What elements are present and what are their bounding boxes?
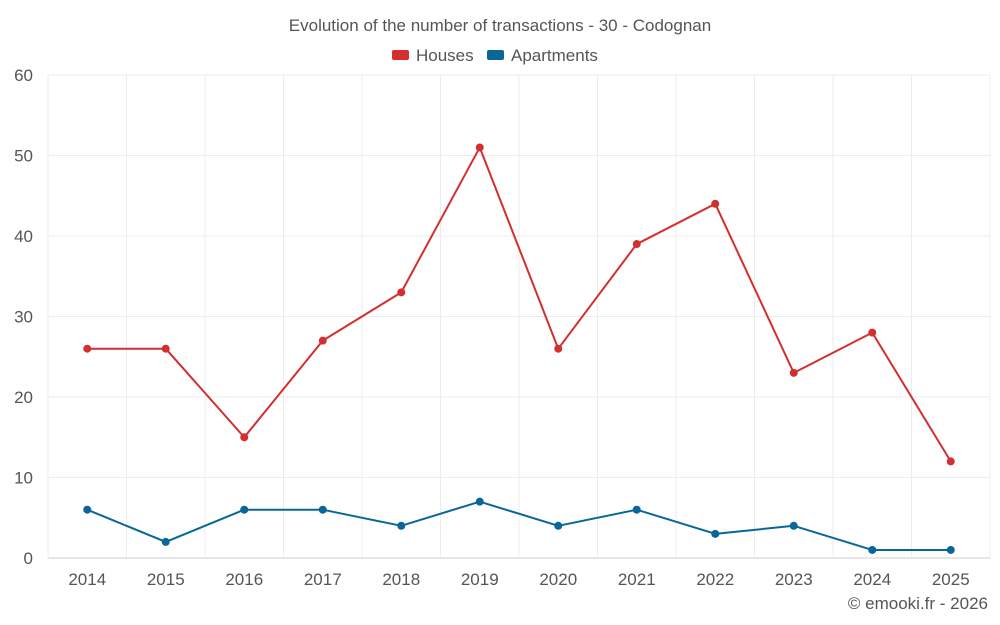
x-tick-label: 2024 bbox=[853, 570, 891, 589]
data-point-apartments[interactable] bbox=[318, 505, 327, 514]
data-point-houses[interactable] bbox=[475, 143, 484, 152]
legend-item-houses[interactable]: Houses bbox=[392, 46, 474, 65]
x-tick-label: 2023 bbox=[775, 570, 813, 589]
data-point-houses[interactable] bbox=[318, 336, 327, 345]
y-tick-label: 0 bbox=[24, 549, 33, 568]
series-houses bbox=[83, 143, 955, 466]
data-point-houses[interactable] bbox=[554, 344, 563, 353]
data-point-apartments[interactable] bbox=[240, 505, 249, 514]
series bbox=[83, 143, 955, 554]
data-point-apartments[interactable] bbox=[868, 545, 877, 554]
y-tick-label: 30 bbox=[14, 308, 33, 327]
data-point-houses[interactable] bbox=[711, 199, 720, 208]
credit-text: © emooki.fr - 2026 bbox=[848, 594, 988, 613]
y-tick-label: 50 bbox=[14, 147, 33, 166]
data-point-apartments[interactable] bbox=[789, 521, 798, 530]
legend-label-houses: Houses bbox=[416, 46, 474, 65]
legend-item-apartments[interactable]: Apartments bbox=[487, 46, 598, 65]
data-point-houses[interactable] bbox=[946, 457, 955, 466]
data-point-houses[interactable] bbox=[161, 344, 170, 353]
data-point-apartments[interactable] bbox=[711, 529, 720, 538]
x-tick-label: 2016 bbox=[225, 570, 263, 589]
x-axis: 2014 2015 2016 2017 2018 2019 2020 2021 2022 2023… bbox=[68, 570, 969, 589]
data-point-apartments[interactable] bbox=[397, 521, 406, 530]
data-point-apartments[interactable] bbox=[161, 537, 170, 546]
data-point-houses[interactable] bbox=[868, 328, 877, 337]
data-point-apartments[interactable] bbox=[632, 505, 641, 514]
x-tick-label: 2015 bbox=[147, 570, 185, 589]
data-point-houses[interactable] bbox=[397, 288, 406, 297]
x-tick-label: 2017 bbox=[304, 570, 342, 589]
y-tick-label: 10 bbox=[14, 469, 33, 488]
data-point-houses[interactable] bbox=[632, 240, 641, 249]
y-tick-label: 40 bbox=[14, 227, 33, 246]
data-point-houses[interactable] bbox=[240, 433, 249, 442]
legend-swatch-apartments bbox=[487, 50, 504, 60]
data-point-apartments[interactable] bbox=[83, 505, 92, 514]
x-tick-label: 2014 bbox=[68, 570, 106, 589]
legend-label-apartments: Apartments bbox=[511, 46, 598, 65]
x-tick-label: 2022 bbox=[696, 570, 734, 589]
x-tick-label: 2018 bbox=[382, 570, 420, 589]
y-tick-label: 60 bbox=[14, 66, 33, 85]
grid bbox=[47, 74, 991, 559]
legend: Houses Apartments bbox=[392, 46, 598, 65]
data-point-houses[interactable] bbox=[83, 344, 92, 353]
y-tick-label: 20 bbox=[14, 388, 33, 407]
data-point-apartments[interactable] bbox=[946, 545, 955, 554]
x-tick-label: 2019 bbox=[461, 570, 499, 589]
series-apartments bbox=[83, 497, 955, 554]
y-axis: 0 10 20 30 40 50 60 bbox=[14, 66, 33, 568]
chart-title: Evolution of the number of transactions … bbox=[289, 16, 711, 35]
x-tick-label: 2021 bbox=[618, 570, 656, 589]
series-line-houses bbox=[87, 146, 952, 462]
x-tick-label: 2025 bbox=[932, 570, 970, 589]
x-tick-label: 2020 bbox=[539, 570, 577, 589]
series-line-apartments bbox=[86, 500, 951, 551]
legend-swatch-houses bbox=[392, 50, 409, 60]
data-point-houses[interactable] bbox=[789, 368, 798, 377]
data-point-apartments[interactable] bbox=[554, 521, 563, 530]
data-point-apartments[interactable] bbox=[475, 497, 484, 506]
